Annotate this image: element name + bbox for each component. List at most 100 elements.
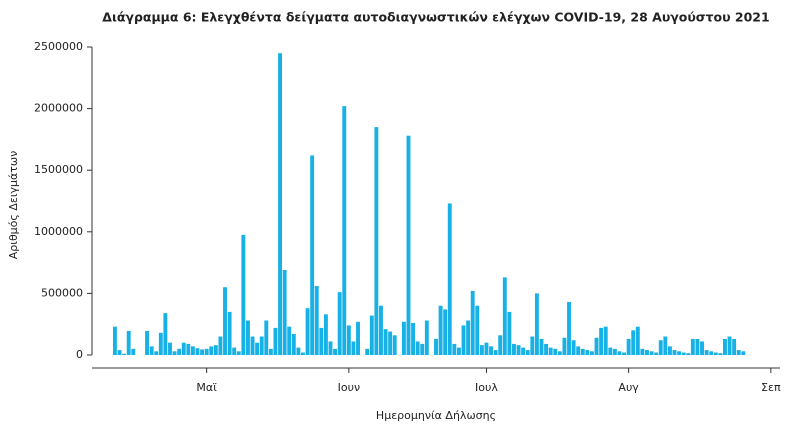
bar — [585, 350, 590, 355]
bar — [232, 347, 237, 355]
bar — [498, 335, 503, 355]
bar — [704, 350, 709, 355]
bar — [695, 338, 700, 355]
bar — [379, 305, 383, 355]
bar — [544, 343, 549, 355]
bar — [521, 347, 526, 355]
bar — [530, 336, 535, 355]
bar — [667, 346, 672, 355]
bar — [489, 346, 493, 355]
bar — [736, 350, 741, 355]
bar — [149, 346, 154, 355]
bar — [612, 348, 617, 355]
bar — [282, 269, 287, 355]
bar — [415, 341, 420, 355]
bar — [278, 53, 283, 355]
bar — [571, 340, 576, 355]
bar — [686, 353, 691, 355]
bar — [672, 350, 677, 355]
bar — [356, 321, 360, 355]
bar — [204, 348, 209, 355]
bar — [268, 348, 273, 355]
bar — [622, 352, 627, 355]
x-tick-label: Μαϊ — [196, 381, 217, 394]
y-tick-label: 2500000 — [34, 40, 83, 53]
bar — [163, 313, 168, 355]
bar — [727, 336, 732, 355]
bar — [250, 336, 255, 355]
bar — [603, 326, 608, 355]
bar — [287, 326, 292, 355]
y-tick-label: 500000 — [41, 286, 83, 299]
bar — [434, 338, 438, 355]
bar — [112, 326, 117, 355]
bar — [700, 341, 704, 355]
bar — [617, 351, 622, 355]
bar — [255, 342, 260, 355]
bar — [594, 337, 599, 355]
bar — [723, 338, 727, 355]
bar — [305, 308, 310, 355]
bar — [470, 290, 475, 355]
bar — [301, 352, 305, 355]
bar — [172, 351, 177, 355]
bar — [502, 277, 507, 355]
bar — [337, 292, 342, 355]
bar — [406, 135, 411, 355]
bar — [168, 342, 172, 355]
bar — [296, 347, 301, 355]
bar — [631, 330, 636, 355]
bar — [576, 346, 581, 355]
bar — [383, 329, 388, 355]
bar — [580, 348, 585, 355]
bar — [479, 345, 484, 355]
bar — [369, 315, 374, 355]
bar — [145, 330, 149, 355]
bar — [323, 314, 328, 355]
bar — [507, 311, 512, 355]
bar — [452, 343, 457, 355]
bar — [177, 348, 182, 355]
bar — [209, 346, 214, 355]
bar — [658, 340, 663, 355]
x-tick-label: Σεπ — [761, 381, 781, 394]
bar — [443, 309, 448, 355]
bar — [663, 336, 668, 355]
bar — [484, 342, 489, 355]
bar — [438, 305, 443, 355]
bar — [677, 351, 682, 355]
bar — [553, 348, 558, 355]
bar — [346, 325, 351, 355]
bar — [718, 353, 723, 355]
bar — [475, 305, 480, 355]
bar — [223, 287, 227, 355]
bar — [562, 337, 567, 355]
bar — [200, 349, 205, 355]
bar — [534, 293, 539, 355]
bar — [741, 351, 746, 355]
bar — [411, 322, 416, 355]
bar — [447, 203, 452, 355]
bar — [273, 327, 278, 355]
bar — [122, 353, 127, 355]
bar — [626, 338, 631, 355]
bar — [645, 350, 649, 355]
y-tick-label: 0 — [76, 348, 83, 361]
bar — [589, 351, 594, 355]
y-tick-label: 1500000 — [34, 163, 83, 176]
bar — [567, 302, 571, 355]
bar — [420, 343, 425, 355]
bar — [539, 338, 544, 355]
x-tick-label: Ιουν — [338, 381, 360, 394]
y-tick-label: 2000000 — [34, 102, 83, 115]
bar — [264, 320, 269, 355]
bar — [213, 345, 218, 355]
bar — [635, 326, 640, 355]
bar — [493, 350, 498, 355]
bar — [259, 336, 264, 355]
bar — [640, 348, 645, 355]
bar — [599, 327, 604, 355]
bar — [319, 327, 324, 355]
y-axis-label: Αριθμός Δειγμάτων — [7, 151, 20, 260]
